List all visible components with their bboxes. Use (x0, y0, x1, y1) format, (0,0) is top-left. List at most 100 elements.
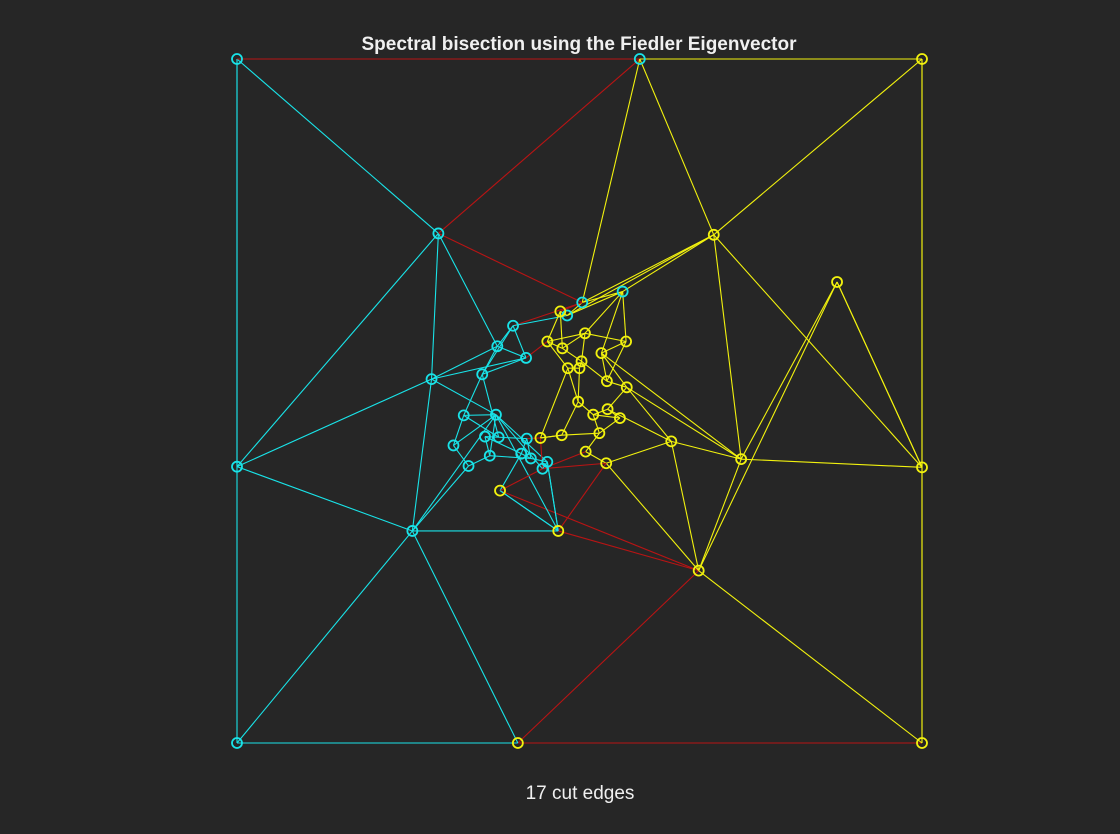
graph-edge (463, 414, 499, 438)
graph-node (536, 462, 549, 475)
graph-node (831, 276, 843, 288)
graph-edge (560, 310, 568, 316)
graph-edge (607, 408, 621, 419)
graph-edge (482, 357, 527, 375)
graph-edge (606, 440, 672, 464)
graph-edge (585, 451, 607, 464)
graph-node (561, 362, 574, 375)
graph-node (476, 368, 489, 381)
graph-edge (639, 58, 715, 236)
graph-edge (578, 361, 583, 369)
graph-edge (607, 408, 672, 442)
graph-edge (539, 367, 569, 439)
graph-node (692, 564, 705, 577)
graph-node (534, 432, 547, 444)
graph-node (633, 53, 646, 65)
graph-node (573, 362, 586, 375)
cut-edges-label: 17 cut edges (526, 783, 635, 804)
graph-node (616, 285, 629, 298)
graph-node (462, 460, 475, 472)
graph-edge (430, 233, 439, 380)
graph-node (457, 409, 470, 422)
cut-edge (438, 58, 641, 234)
graph-node (507, 319, 519, 332)
graph-node (620, 381, 633, 394)
graph-edge (698, 458, 742, 571)
cut-edge (542, 462, 607, 470)
graph-edge (626, 386, 742, 460)
graph-edge (601, 352, 742, 460)
nodes-layer (231, 53, 928, 749)
graph-edge (453, 445, 469, 467)
graph-edge (740, 281, 838, 460)
graph-node (524, 452, 537, 465)
graph-node (494, 484, 506, 497)
graph-node (447, 439, 460, 452)
graph-node (579, 445, 592, 458)
cut-edge (517, 570, 700, 744)
cut-edge (512, 301, 583, 327)
graph-edge (599, 417, 621, 434)
graph-edge (566, 234, 715, 316)
graph-edge (562, 347, 582, 362)
cut-edge (557, 462, 607, 532)
graph-edge (622, 291, 627, 342)
graph-node (492, 431, 505, 444)
graph-node (575, 355, 588, 368)
graph-edge (626, 386, 672, 442)
graph-node (231, 460, 243, 473)
graph-edge (453, 414, 497, 446)
graph-edge (584, 291, 624, 334)
graph-node (665, 435, 678, 448)
graph-node (620, 335, 632, 348)
graph-node (491, 340, 504, 353)
graph-edge (600, 291, 624, 354)
graph-edge (542, 461, 548, 470)
graph-edge (671, 440, 742, 460)
graph-edge (236, 378, 432, 468)
graph-edge (236, 233, 439, 468)
graph-edge (559, 311, 563, 349)
graph-edge (463, 374, 483, 416)
graph-node (483, 449, 496, 462)
graph-edge (236, 466, 413, 532)
graph-node (554, 305, 567, 318)
graph-node (916, 737, 928, 749)
cut-edge (499, 490, 699, 572)
graph-node (576, 296, 589, 309)
graph-edge (566, 302, 583, 316)
graph-edge (600, 352, 628, 388)
graph-edge (540, 434, 562, 439)
graph-edge (530, 457, 548, 463)
graph-edge (481, 325, 514, 375)
graph-edge (605, 462, 700, 571)
graph-edge (606, 380, 627, 388)
graph-edge (566, 291, 623, 317)
graph-edge (741, 458, 923, 468)
graph-edge (547, 332, 586, 343)
graph-edge (606, 341, 627, 382)
graph-edge (411, 530, 519, 744)
graph-node (479, 430, 491, 443)
graph-node (432, 227, 445, 240)
graph-node (552, 525, 565, 537)
cut-edge (438, 232, 583, 303)
graph-node (614, 412, 626, 425)
graph-edge (582, 291, 623, 304)
graph-edge (411, 465, 469, 532)
graph-edge (520, 438, 528, 454)
graph-edge (713, 234, 923, 468)
graph-edge (585, 432, 600, 452)
cut-edge (526, 437, 541, 440)
graph-edge (698, 281, 838, 571)
graph-edge (411, 379, 433, 532)
graph-node (511, 737, 524, 749)
graph-node (601, 375, 613, 388)
graph-node (572, 395, 585, 408)
graph-node (707, 228, 720, 241)
graph-edge (836, 281, 923, 468)
graph-edge (561, 401, 579, 436)
cut-edge (499, 468, 543, 492)
graph-edge (713, 234, 742, 460)
